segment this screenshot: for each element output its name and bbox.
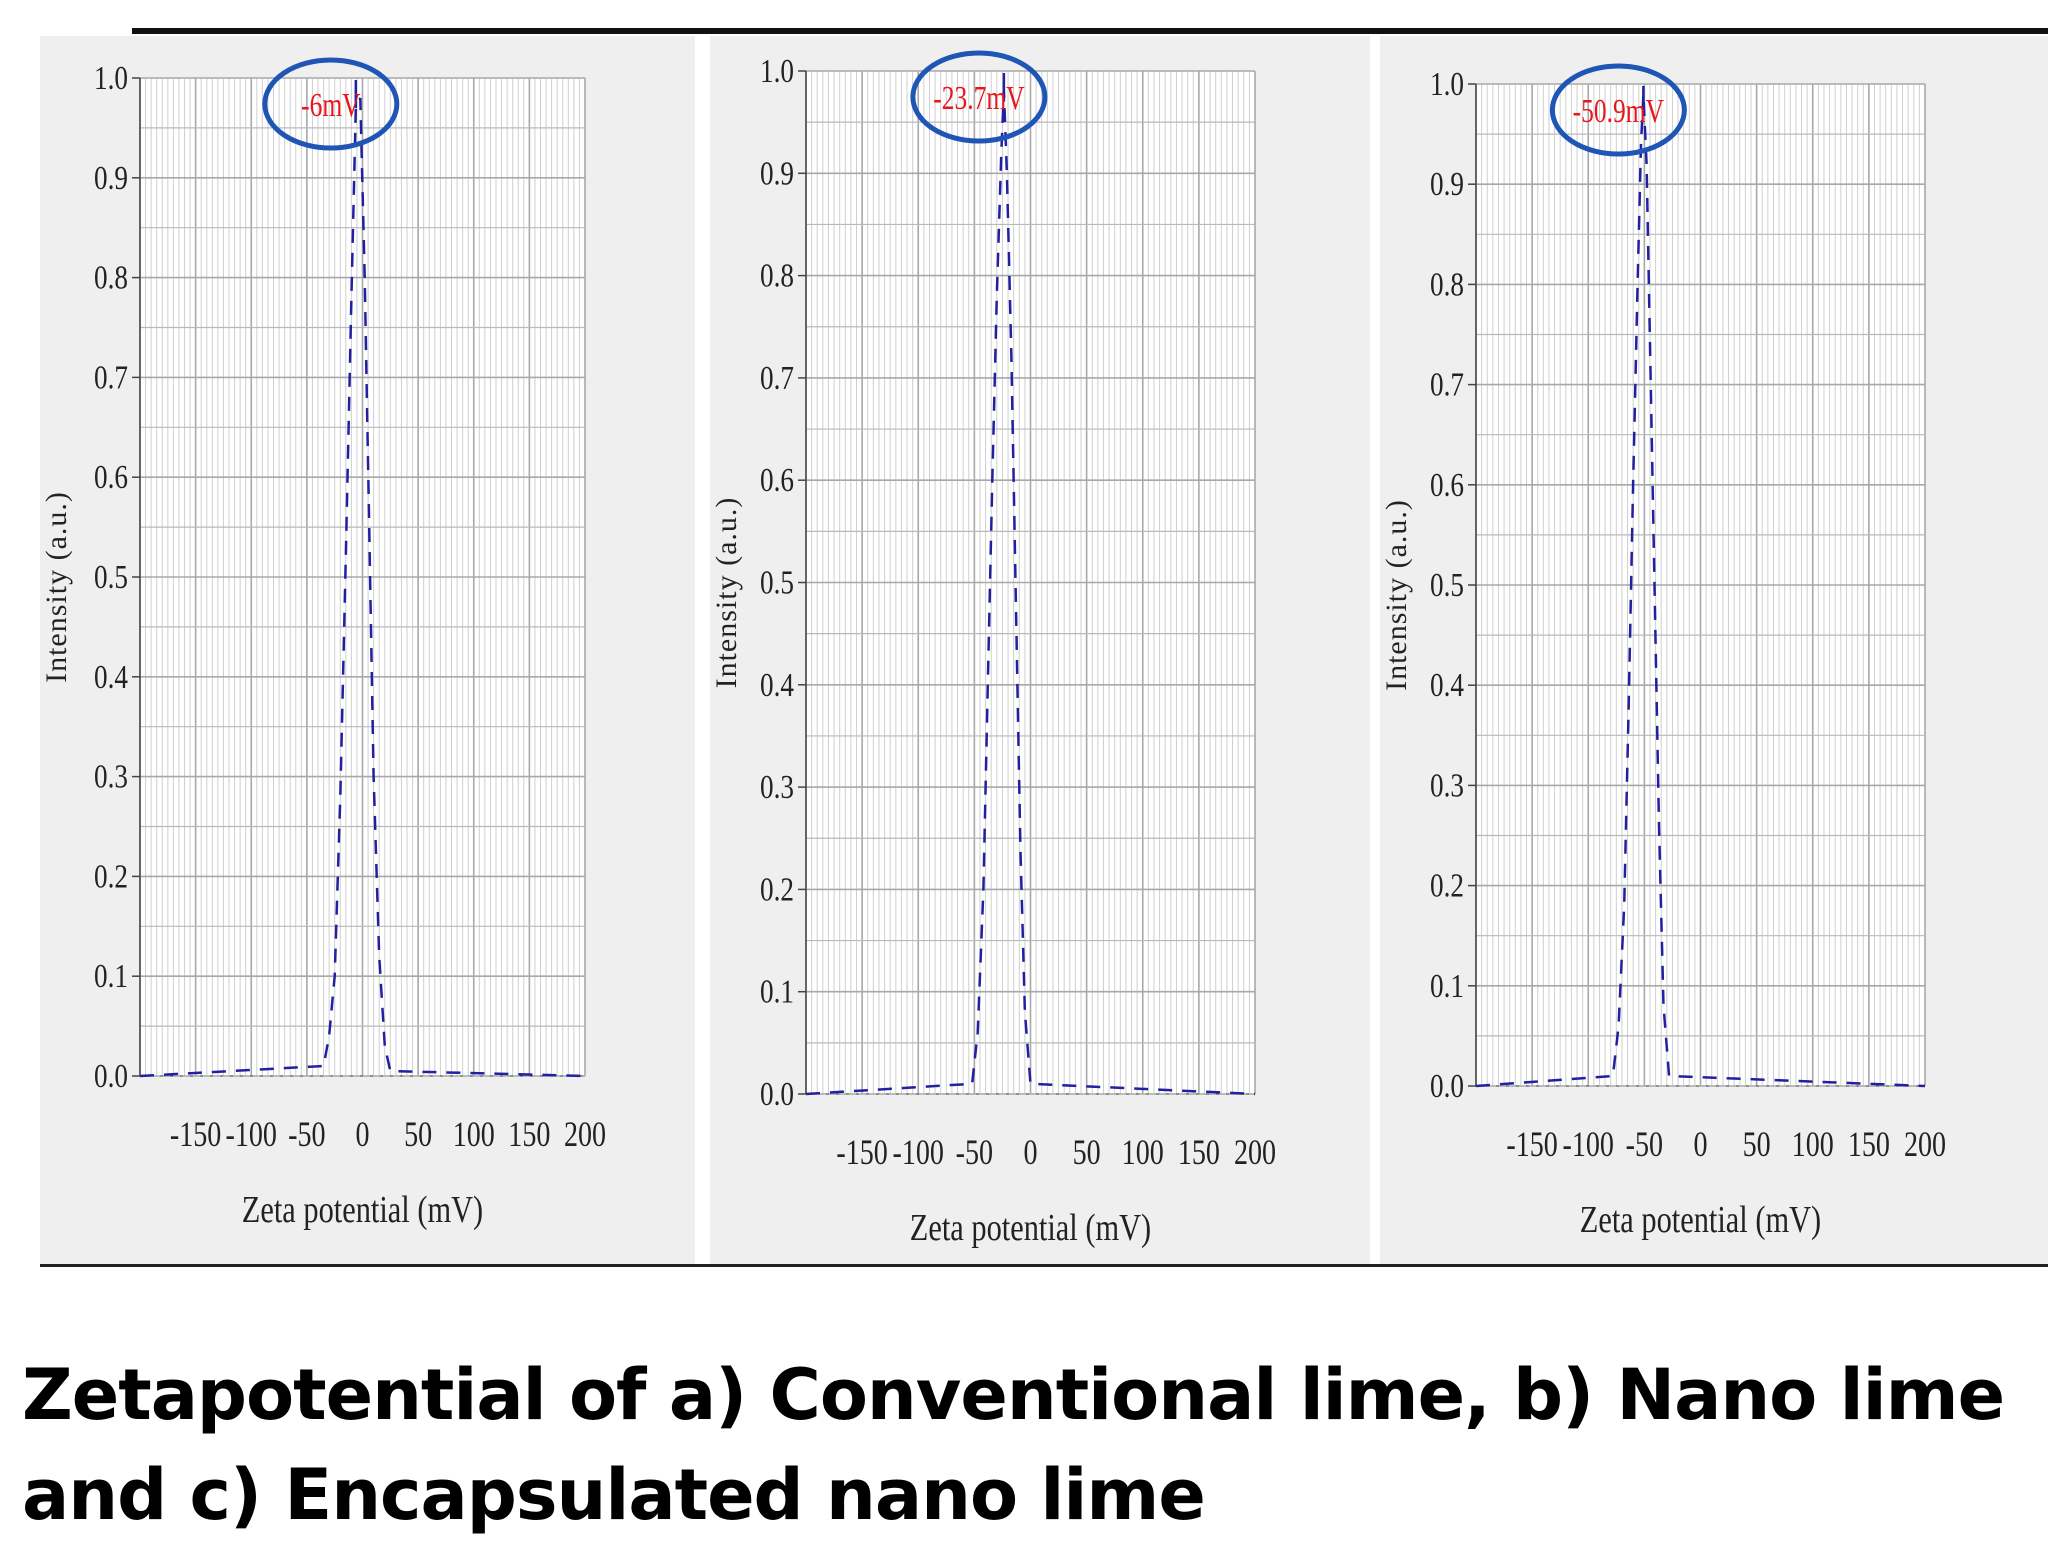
x-tick-label: 150 xyxy=(508,1114,550,1154)
y-tick-label: 0.5 xyxy=(760,564,794,602)
y-tick-label: 0.6 xyxy=(760,461,794,499)
x-tick-label: -50 xyxy=(288,1114,325,1154)
annotation-circle xyxy=(910,50,1048,144)
x-tick-label: -100 xyxy=(1563,1124,1614,1164)
x-tick-label: -100 xyxy=(226,1114,277,1154)
y-tick-label: 0.2 xyxy=(1430,867,1464,905)
y-tick-label: 0.4 xyxy=(1430,666,1464,704)
x-tick-label: 150 xyxy=(1848,1124,1890,1164)
x-tick-label: 200 xyxy=(1904,1124,1946,1164)
y-tick-label: 0.0 xyxy=(1430,1067,1464,1105)
y-tick-label: 0.6 xyxy=(1430,466,1464,504)
panel-b-nano-lime: 0.0 0.1 0.2 0.3 0.4 0.5 0.6 0.7 0.8 0.9 1.0 -150 -10… xyxy=(710,36,1370,1266)
y-axis-title: Intensity (a.u.) xyxy=(1380,499,1413,691)
y-tick-label: 1.0 xyxy=(1430,65,1464,103)
x-tick-label: 0 xyxy=(1023,1132,1037,1172)
x-tick-label: 100 xyxy=(453,1114,495,1154)
y-tick-label: 0.3 xyxy=(94,758,128,796)
x-tick-label: -150 xyxy=(836,1132,887,1172)
y-tick-label: 0.1 xyxy=(1430,967,1464,1005)
zeta-chart-c: 0.0 0.1 0.2 0.3 0.4 0.5 0.6 0.7 0.8 0.9 1.0 -150 -10… xyxy=(1380,63,1946,1241)
peak-annotation-label: -50.9mV xyxy=(1573,91,1665,129)
figure-panels: 0.0 0.1 0.2 0.3 0.4 0.5 0.6 0.7 0.8 0.9 1.0 -150 -10… xyxy=(40,36,2048,1266)
x-tick-label: 50 xyxy=(1743,1124,1771,1164)
zeta-chart-b: 0.0 0.1 0.2 0.3 0.4 0.5 0.6 0.7 0.8 0.9 1.0 -150 -10… xyxy=(710,50,1276,1249)
y-tick-label: 0.0 xyxy=(94,1057,128,1095)
x-tick-label: -100 xyxy=(893,1132,944,1172)
x-axis-title: Zeta potential (mV) xyxy=(242,1189,483,1231)
y-tick-label: 0.7 xyxy=(1430,366,1464,404)
top-border-rule xyxy=(132,28,2048,34)
y-tick-label: 1.0 xyxy=(760,52,794,90)
x-tick-label: 0 xyxy=(1693,1124,1707,1164)
y-tick-label: 0.9 xyxy=(94,159,128,197)
annotation-circle xyxy=(1549,63,1687,157)
bottom-border-rule xyxy=(40,1264,2048,1267)
series-curve xyxy=(1475,93,1926,1088)
x-tick-label: 200 xyxy=(1234,1132,1276,1172)
y-tick-label: 0.5 xyxy=(1430,566,1464,604)
annotation-circle xyxy=(262,57,400,151)
y-tick-label: 0.4 xyxy=(94,658,128,696)
y-tick-label: 0.7 xyxy=(94,359,128,397)
x-tick-label: 100 xyxy=(1122,1132,1164,1172)
x-tick-label: -50 xyxy=(956,1132,993,1172)
peak-annotation-label: -6mV xyxy=(301,85,361,123)
y-tick-label: 0.3 xyxy=(760,768,794,806)
x-tick-label: -150 xyxy=(170,1114,221,1154)
y-tick-label: 0.8 xyxy=(760,257,794,295)
y-axis-title: Intensity (a.u.) xyxy=(710,497,743,689)
x-tick-label: 200 xyxy=(564,1114,606,1154)
y-tick-label: 0.9 xyxy=(760,154,794,192)
x-tick-label: 50 xyxy=(1073,1132,1101,1172)
peak-annotation-label: -23.7mV xyxy=(933,78,1025,116)
x-tick-label: 0 xyxy=(355,1114,369,1154)
y-tick-label: 0.1 xyxy=(94,957,128,995)
y-axis-title: Intensity (a.u.) xyxy=(40,491,73,683)
x-tick-label: 100 xyxy=(1792,1124,1834,1164)
series-curve xyxy=(139,97,586,1078)
x-tick-label: -150 xyxy=(1506,1124,1557,1164)
y-tick-label: 0.0 xyxy=(760,1075,794,1113)
y-tick-label: 0.5 xyxy=(94,558,128,596)
panel-a-conventional-lime: 0.0 0.1 0.2 0.3 0.4 0.5 0.6 0.7 0.8 0.9 1.0 -150 -10… xyxy=(40,36,695,1266)
y-tick-label: 0.3 xyxy=(1430,767,1464,805)
y-tick-label: 0.6 xyxy=(94,458,128,496)
figure-caption: Zetapotential of a) Conventional lime, b… xyxy=(22,1354,2005,1536)
y-tick-label: 0.8 xyxy=(94,259,128,297)
y-tick-label: 0.7 xyxy=(760,359,794,397)
panel-c-encapsulated-nano-lime: 0.0 0.1 0.2 0.3 0.4 0.5 0.6 0.7 0.8 0.9 1.0 -150 -10… xyxy=(1380,36,2048,1266)
y-tick-label: 0.2 xyxy=(760,871,794,909)
y-tick-label: 0.8 xyxy=(1430,266,1464,304)
x-axis-title: Zeta potential (mV) xyxy=(910,1207,1151,1249)
x-tick-label: 150 xyxy=(1178,1132,1220,1172)
x-tick-label: -50 xyxy=(1626,1124,1663,1164)
zeta-chart-a: 0.0 0.1 0.2 0.3 0.4 0.5 0.6 0.7 0.8 0.9 1.0 -150 -10… xyxy=(40,57,606,1231)
y-tick-label: 1.0 xyxy=(94,59,128,97)
series-curve xyxy=(805,91,1256,1096)
x-axis-title: Zeta potential (mV) xyxy=(1580,1199,1821,1241)
x-tick-label: 50 xyxy=(404,1114,432,1154)
y-tick-label: 0.9 xyxy=(1430,165,1464,203)
y-tick-label: 0.1 xyxy=(760,973,794,1011)
y-tick-label: 0.4 xyxy=(760,666,794,704)
y-tick-label: 0.2 xyxy=(94,858,128,896)
